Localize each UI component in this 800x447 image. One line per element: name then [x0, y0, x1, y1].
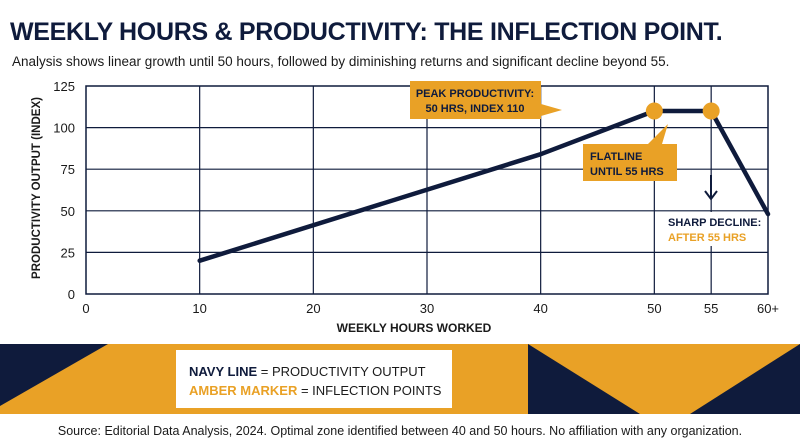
- annotation-flatline: FLATLINE UNTIL 55 HRS: [583, 124, 677, 181]
- x-tick-label: 50: [647, 301, 661, 316]
- y-tick-label: 0: [68, 287, 75, 302]
- x-axis-label: WEEKLY HOURS WORKED: [337, 321, 492, 335]
- annotation-decline-bg: [664, 212, 762, 246]
- x-tick-label: 55: [704, 301, 718, 316]
- y-tick-label: 75: [61, 162, 75, 177]
- chart-title: WEEKLY HOURS & PRODUCTIVITY: THE INFLECT…: [10, 18, 723, 46]
- legend-navy-entry: NAVY LINE = PRODUCTIVITY OUTPUT: [189, 362, 452, 381]
- chart-subtitle: Analysis shows linear growth until 50 ho…: [12, 54, 670, 69]
- down-arrow-icon: [704, 175, 718, 201]
- y-tick-label: 50: [61, 204, 75, 219]
- band-navy-triangle-center: [528, 344, 640, 414]
- annotation-peak-line1: PEAK PRODUCTIVITY:: [416, 88, 534, 100]
- annotation-peak-line2: 50 HRS, INDEX 110: [425, 103, 524, 115]
- annotation-flatline-box: [583, 144, 677, 181]
- x-tick-label: 20: [306, 301, 320, 316]
- annotation-decline-line1: SHARP DECLINE:: [668, 217, 761, 229]
- legend-amber-entry: AMBER MARKER = INFLECTION POINTS: [189, 381, 452, 400]
- source-note: Source: Editorial Data Analysis, 2024. O…: [57, 424, 743, 438]
- legend-amber-text: = INFLECTION POINTS: [297, 383, 442, 398]
- y-tick-label: 125: [53, 79, 75, 94]
- annotation-decline-line2: AFTER 55 HRS: [668, 232, 746, 244]
- y-axis-label: PRODUCTIVITY OUTPUT (INDEX): [31, 97, 43, 279]
- annotation-peak-box: [410, 81, 541, 119]
- legend-band-decoration: [0, 344, 800, 414]
- y-tick-label: 100: [53, 121, 75, 136]
- x-tick-label: 0: [82, 301, 89, 316]
- legend-band: NAVY LINE = PRODUCTIVITY OUTPUT AMBER MA…: [0, 344, 800, 414]
- marker-layer: [645, 102, 720, 120]
- x-tick-label: 60+: [757, 301, 779, 316]
- annotation-peak: PEAK PRODUCTIVITY: 50 HRS, INDEX 110: [410, 81, 562, 119]
- band-navy-triangle-left: [0, 344, 108, 406]
- tick-labels: 0 10 20 30 40 50 55 60+ 0 25 50 75 100 125: [53, 79, 779, 316]
- band-navy-triangle-right: [690, 344, 800, 414]
- legend-navy-text: = PRODUCTIVITY OUTPUT: [257, 364, 426, 379]
- legend-navy-label: NAVY LINE: [189, 364, 258, 379]
- y-tick-label: 25: [61, 245, 75, 260]
- x-tick-label: 10: [192, 301, 206, 316]
- annotation-decline: SHARP DECLINE: AFTER 55 HRS: [664, 175, 762, 246]
- legend-box: NAVY LINE = PRODUCTIVITY OUTPUT AMBER MA…: [176, 350, 452, 408]
- annotation-flatline-line2: UNTIL 55 HRS: [590, 166, 664, 178]
- inflection-marker: [645, 102, 663, 120]
- annotation-flatline-line1: FLATLINE: [590, 151, 642, 163]
- inflection-marker: [702, 102, 720, 120]
- annotation-flatline-pointer: [648, 124, 668, 144]
- productivity-chart: 0 10 20 30 40 50 55 60+ 0 25 50 75 100 125 WEEKLY HOU…: [31, 79, 779, 335]
- x-tick-label: 40: [533, 301, 547, 316]
- x-tick-label: 30: [420, 301, 434, 316]
- annotation-peak-pointer: [541, 104, 562, 116]
- legend-amber-label: AMBER MARKER: [189, 383, 298, 398]
